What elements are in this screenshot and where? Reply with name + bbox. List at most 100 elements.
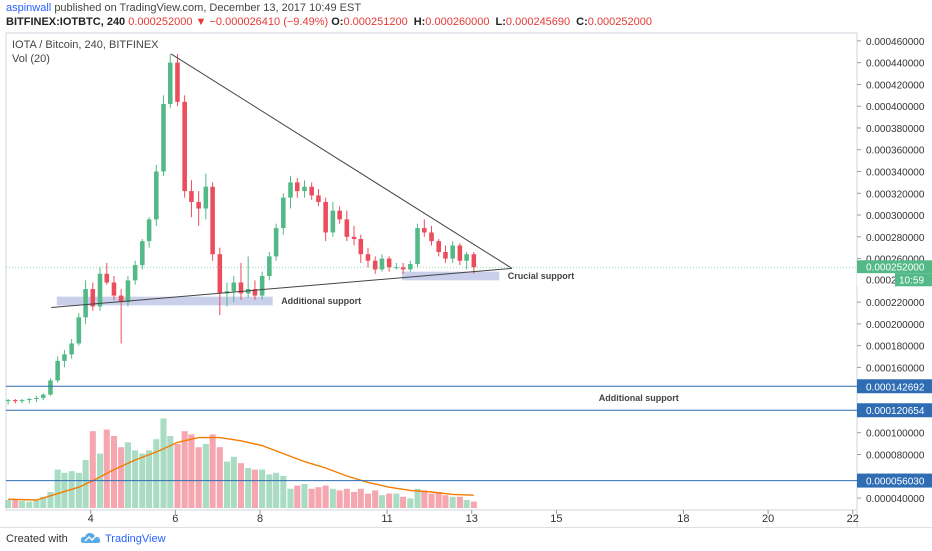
candle-body <box>316 195 321 202</box>
drawings[interactable]: Additional support <box>6 53 857 482</box>
y-tick-label: 0.000160000 <box>866 363 925 374</box>
candle-body <box>83 289 88 318</box>
candle-body <box>189 191 194 202</box>
volume-bar <box>110 436 117 508</box>
candle-body <box>379 258 385 270</box>
volume-bar <box>146 450 153 508</box>
volume-bar <box>435 492 442 508</box>
volume-bar <box>357 488 364 508</box>
candle-body <box>55 360 60 381</box>
candle-body <box>323 201 328 233</box>
y-tick-label: 0.000200000 <box>866 320 925 331</box>
volume-bar <box>343 488 350 508</box>
y-tick-label: 0.000220000 <box>866 298 925 309</box>
volume-bar <box>273 472 280 508</box>
candle-body <box>62 354 67 361</box>
volume-bar <box>308 488 315 508</box>
y-tick-label: 0.000100000 <box>866 429 925 440</box>
volume-bar <box>372 490 379 508</box>
candle-body <box>288 182 293 198</box>
volume-bar <box>75 472 82 508</box>
price-chart[interactable]: Additional support Crucial support Additi… <box>0 30 932 527</box>
tradingview-link[interactable]: TradingView <box>105 533 166 545</box>
volume-bar <box>54 469 61 508</box>
volume-bar <box>287 488 294 508</box>
volume-bar <box>132 450 139 508</box>
close-value: 0.000252000 <box>587 16 652 28</box>
candle-body <box>238 282 244 294</box>
level-tag <box>857 379 932 394</box>
volume-bar <box>40 496 47 508</box>
candle-body <box>337 210 342 220</box>
volume-bar <box>174 444 181 508</box>
candle-body <box>358 238 364 255</box>
candle-body <box>386 258 392 268</box>
ohlc-legend: BITFINEX:IOTBTC, 240 0.000252000 ▼ −0.00… <box>6 16 658 28</box>
volume-ma-line <box>8 436 474 501</box>
last-price-label: 0.000252000 <box>866 262 925 273</box>
publish-info: aspinwall published on TradingView.com, … <box>6 2 361 14</box>
volume-bar <box>245 468 252 508</box>
volume-bar <box>26 501 33 508</box>
candle-body <box>273 228 279 257</box>
candle-body <box>76 317 82 344</box>
x-tick-label: 13 <box>466 513 478 525</box>
volume-bar <box>181 431 188 508</box>
volume-bar <box>463 500 470 508</box>
volume-bar <box>456 496 463 508</box>
volume-ma <box>8 436 474 501</box>
volume-bar <box>167 436 174 508</box>
candle-body <box>118 295 124 303</box>
candle-body <box>372 260 378 270</box>
volume-bar <box>414 488 421 508</box>
volume-label: Vol (20) <box>12 53 50 65</box>
volume-bar <box>442 495 449 508</box>
volume-bar <box>223 461 231 508</box>
trendline[interactable] <box>51 267 512 309</box>
volume-bar <box>470 501 477 508</box>
chart-title: IOTA / Bitcoin, 240, BITFINEX <box>12 39 159 51</box>
volume-bar <box>428 493 435 508</box>
candle-body <box>217 254 223 294</box>
countdown-timer: 10:59 <box>899 275 924 286</box>
candle-body <box>415 228 420 265</box>
last-price: 0.000252000 <box>128 16 193 28</box>
high-label: H: <box>413 16 426 28</box>
y-tick-label: 0.000280000 <box>866 233 925 244</box>
candle-body <box>13 400 18 402</box>
y-tick-label: 0.000080000 <box>866 450 925 461</box>
high-value: 0.000260000 <box>425 16 490 28</box>
support-zones[interactable]: Additional support Crucial support <box>56 271 574 306</box>
volume-bar <box>153 439 160 508</box>
volume-bar <box>336 490 343 508</box>
trendline[interactable] <box>170 53 513 269</box>
volume-bar <box>188 434 195 508</box>
support-zone[interactable] <box>56 296 273 306</box>
candle-body <box>97 273 103 307</box>
volume-bar <box>216 447 223 508</box>
candle-body <box>175 62 180 102</box>
open-label: O: <box>331 16 344 28</box>
low-value: 0.000245690 <box>505 16 571 28</box>
candle-body <box>344 219 350 237</box>
support-zone[interactable] <box>401 271 500 281</box>
candle-body <box>90 289 96 307</box>
candle-body <box>394 267 399 269</box>
x-tick-label: 20 <box>762 513 774 525</box>
candle-body <box>5 400 11 402</box>
y-tick-label: 0.000400000 <box>866 102 925 113</box>
candle-body <box>132 265 138 281</box>
candle-body <box>281 197 286 229</box>
created-with-text: Created with <box>6 533 68 545</box>
publish-text: published on TradingView.com, December 1… <box>54 2 362 14</box>
level-tag <box>857 473 932 488</box>
volume-bar <box>393 493 400 508</box>
candles <box>5 53 477 405</box>
tradingview-cloud-icon[interactable] <box>80 531 102 545</box>
author-link[interactable]: aspinwall <box>6 2 52 14</box>
level-tag-label: 0.000120654 <box>866 406 925 417</box>
candle-body <box>182 101 187 192</box>
volume-bar <box>230 456 237 508</box>
candle-body <box>443 252 448 259</box>
level-tag-label: 0.000056030 <box>866 477 925 488</box>
